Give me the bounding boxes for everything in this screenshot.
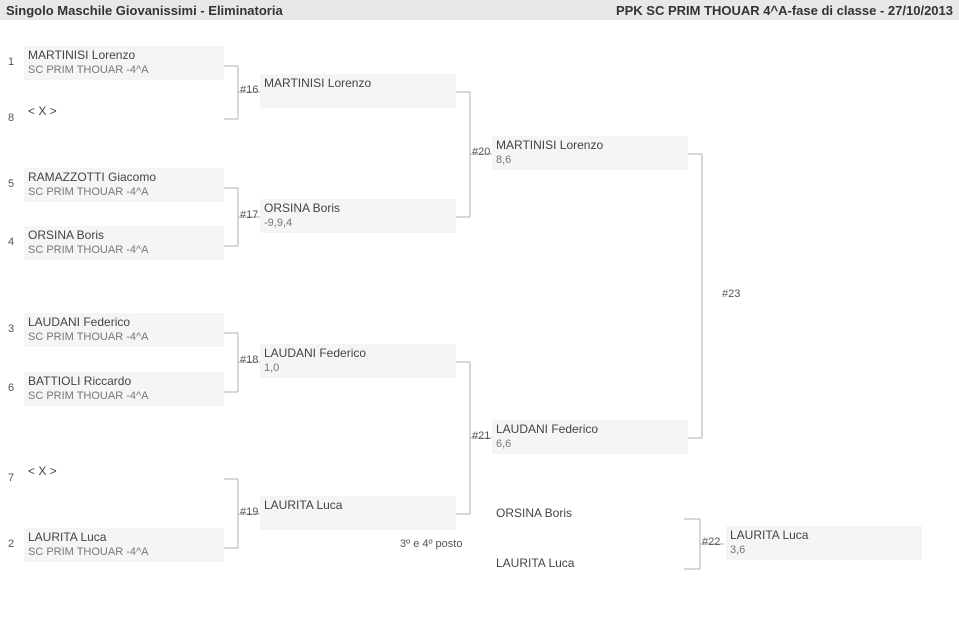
seed-num: 7 — [8, 472, 14, 484]
seed-name: LAURITA Luca — [28, 530, 220, 545]
r2-winner-slot: LAUDANI Federico 6,6 — [492, 420, 688, 454]
header-bar: Singolo Maschile Giovanissimi - Eliminat… — [0, 0, 959, 20]
match-num: #20 — [472, 146, 490, 158]
seed-name: < X > — [28, 464, 220, 479]
match-num: #21 — [472, 430, 490, 442]
seed-num: 4 — [8, 236, 14, 248]
r1-winner-slot: LAUDANI Federico 1,0 — [260, 344, 456, 378]
seed-name: LAUDANI Federico — [28, 315, 220, 330]
seed-slot: ORSINA Boris SC PRIM THOUAR -4^A — [24, 226, 224, 260]
third-p1: ORSINA Boris — [496, 506, 684, 521]
r2-winner: MARTINISI Lorenzo — [496, 138, 684, 153]
seed-name: < X > — [28, 104, 220, 119]
third-score: 3,6 — [730, 543, 918, 557]
match-num: #23 — [722, 288, 740, 300]
third-winner-slot: LAURITA Luca 3,6 — [726, 526, 922, 560]
seed-club: SC PRIM THOUAR -4^A — [28, 389, 220, 403]
seed-name: MARTINISI Lorenzo — [28, 48, 220, 63]
match-num: #22 — [702, 536, 720, 548]
third-p1-slot: ORSINA Boris — [492, 504, 688, 538]
page: Singolo Maschile Giovanissimi - Eliminat… — [0, 0, 959, 638]
seed-num: 5 — [8, 178, 14, 190]
seed-slot: RAMAZZOTTI Giacomo SC PRIM THOUAR -4^A — [24, 168, 224, 202]
seed-num: 8 — [8, 112, 14, 124]
r1-winner-slot: MARTINISI Lorenzo — [260, 74, 456, 108]
seed-club: SC PRIM THOUAR -4^A — [28, 545, 220, 559]
r2-winner-slot: MARTINISI Lorenzo 8,6 — [492, 136, 688, 170]
bracket-area: 1 MARTINISI Lorenzo SC PRIM THOUAR -4^A … — [0, 24, 959, 638]
seed-club: SC PRIM THOUAR -4^A — [28, 63, 220, 77]
r1-winner-slot: LAURITA Luca — [260, 496, 456, 530]
third-p2-slot: LAURITA Luca — [492, 554, 688, 588]
seed-num: 3 — [8, 323, 14, 335]
seed-slot: BATTIOLI Riccardo SC PRIM THOUAR -4^A — [24, 372, 224, 406]
seed-club: SC PRIM THOUAR -4^A — [28, 330, 220, 344]
r1-winner: LAURITA Luca — [264, 498, 452, 513]
r1-winner: LAUDANI Federico — [264, 346, 452, 361]
seed-slot: LAUDANI Federico SC PRIM THOUAR -4^A — [24, 313, 224, 347]
third-p2: LAURITA Luca — [496, 556, 684, 571]
r1-winner: MARTINISI Lorenzo — [264, 76, 452, 91]
match-num: #19 — [240, 506, 258, 518]
r2-score: 8,6 — [496, 153, 684, 167]
seed-num: 6 — [8, 382, 14, 394]
match-num: #17 — [240, 209, 258, 221]
third-winner: LAURITA Luca — [730, 528, 918, 543]
seed-slot: LAURITA Luca SC PRIM THOUAR -4^A — [24, 528, 224, 562]
r1-winner: ORSINA Boris — [264, 201, 452, 216]
match-num: #18 — [240, 354, 258, 366]
header-right: PPK SC PRIM THOUAR 4^A-fase di classe - … — [616, 3, 953, 18]
seed-slot: < X > — [24, 462, 224, 496]
seed-slot: MARTINISI Lorenzo SC PRIM THOUAR -4^A — [24, 46, 224, 80]
r2-winner: LAUDANI Federico — [496, 422, 684, 437]
seed-club: SC PRIM THOUAR -4^A — [28, 243, 220, 257]
seed-num: 2 — [8, 538, 14, 550]
r2-score: 6,6 — [496, 437, 684, 451]
header-left: Singolo Maschile Giovanissimi - Eliminat… — [6, 3, 283, 18]
r1-score: 1,0 — [264, 361, 452, 375]
third-place-label: 3º e 4º posto — [400, 538, 462, 550]
match-num: #16 — [240, 84, 258, 96]
r1-score: -9,9,4 — [264, 216, 452, 230]
seed-num: 1 — [8, 56, 14, 68]
seed-club: SC PRIM THOUAR -4^A — [28, 185, 220, 199]
seed-slot: < X > — [24, 102, 224, 136]
seed-name: RAMAZZOTTI Giacomo — [28, 170, 220, 185]
seed-name: ORSINA Boris — [28, 228, 220, 243]
r1-winner-slot: ORSINA Boris -9,9,4 — [260, 199, 456, 233]
seed-name: BATTIOLI Riccardo — [28, 374, 220, 389]
